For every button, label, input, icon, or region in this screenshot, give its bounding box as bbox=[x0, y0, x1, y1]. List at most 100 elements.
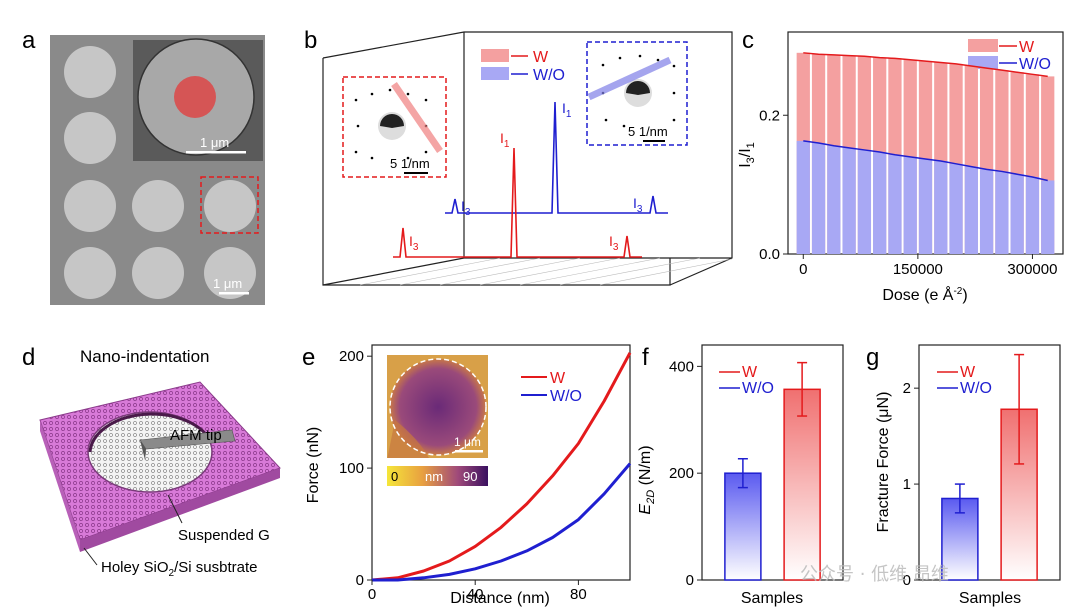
series-line-w bbox=[803, 52, 1048, 78]
legend-swatch-w bbox=[968, 39, 998, 52]
y-axis-label: E2D (N/m) bbox=[637, 445, 657, 514]
y-tick-label: 200 bbox=[669, 465, 694, 482]
legend-swatch-w bbox=[481, 49, 509, 62]
substrate-label: Holey SiO2/Si susbtrate bbox=[101, 559, 257, 579]
y-tick-label: 0.2 bbox=[759, 107, 780, 124]
panel-label-a: a bbox=[22, 27, 36, 54]
y-tick-label: 0.0 bbox=[759, 246, 780, 263]
y-tick-label: 200 bbox=[339, 348, 364, 365]
legend-swatch-wo bbox=[481, 67, 509, 80]
x-axis-label: Distance (nm) bbox=[450, 590, 550, 607]
panel-d-schematic: Nano-indentation AFM tip Suspended G Hol… bbox=[39, 347, 281, 579]
plot-frame bbox=[371, 344, 631, 581]
x-tick-label: 0 bbox=[799, 261, 807, 278]
hole bbox=[132, 180, 184, 232]
bar-wo bbox=[1025, 176, 1040, 254]
peak-label-blue-i3-right: I3 bbox=[633, 195, 643, 215]
y-tick-label: 0 bbox=[903, 572, 911, 589]
laser-spot bbox=[174, 76, 216, 118]
afm-inset: 1 μm 0 nm 90 bbox=[387, 355, 488, 486]
bar-wo bbox=[995, 171, 1009, 254]
schematic-title: Nano-indentation bbox=[80, 347, 209, 366]
bar-wo bbox=[949, 163, 963, 254]
diffraction-inset-wo: 5 1/nm bbox=[586, 41, 688, 146]
bar-wo bbox=[842, 147, 856, 254]
series-line-wo bbox=[372, 462, 632, 582]
legend-swatch-wo bbox=[968, 56, 998, 69]
bar-wo bbox=[857, 149, 872, 254]
bar-wo bbox=[796, 140, 810, 254]
bar-wo bbox=[827, 145, 841, 254]
panel-a-sem-image: 1 μm 1 μm bbox=[50, 35, 265, 305]
panel-c-chart: I3/I1 Dose (e Å-2) W W/O 0 150000 300000 0.… bbox=[737, 31, 1064, 304]
watermark: 公众号 · 低维 昂维 bbox=[800, 564, 949, 585]
spectrum-wo bbox=[445, 101, 668, 214]
series-line-w bbox=[371, 352, 632, 582]
x-tick-label: 300000 bbox=[1007, 261, 1057, 278]
bar-wo bbox=[964, 166, 978, 254]
colorbar-min: 0 bbox=[391, 469, 398, 484]
scale-label: 1 μm bbox=[213, 276, 242, 291]
x-tick-label: 0 bbox=[368, 586, 376, 603]
panel-label-c: c bbox=[742, 27, 754, 54]
legend-wo: W/O bbox=[1019, 56, 1051, 73]
y-axis-label: Force (nN) bbox=[305, 427, 322, 503]
y-tick-label: 1 bbox=[903, 476, 911, 493]
panel-label-e: e bbox=[302, 344, 315, 371]
peak-label-blue-i1: I1 bbox=[562, 100, 572, 120]
x-tick-label: 40 bbox=[467, 586, 484, 603]
y-tick-label: 100 bbox=[339, 460, 364, 477]
legend-w: W bbox=[742, 364, 758, 381]
hole bbox=[64, 46, 116, 98]
panel-label-b: b bbox=[304, 27, 317, 54]
y-tick-label: 0 bbox=[356, 572, 364, 589]
panel-e-chart: Force (nN) Distance (nm) W W/O 1 μm 0 nm… bbox=[305, 344, 632, 607]
y-tick-label: 2 bbox=[903, 380, 911, 397]
inset-scale-label: 1 μm bbox=[200, 135, 229, 150]
x-axis-label: Samples bbox=[741, 590, 803, 607]
x-axis-label: Dose (e Å-2) bbox=[882, 285, 967, 304]
bar-wo bbox=[811, 143, 826, 254]
hole bbox=[64, 112, 116, 164]
panel-g-chart: Fracture Force (μN) Samples W W/O 0 1 2 bbox=[875, 344, 1061, 607]
hole bbox=[64, 247, 116, 299]
colorbar bbox=[387, 466, 488, 486]
peak-label-red-i3-left: I3 bbox=[409, 233, 419, 253]
afm-tip-label: AFM tip bbox=[170, 427, 222, 444]
legend-wo: W/O bbox=[742, 380, 774, 397]
hole bbox=[204, 180, 256, 232]
colorbar-max: 90 bbox=[463, 469, 477, 484]
x-axis-label: Samples bbox=[959, 590, 1021, 607]
bar-w bbox=[783, 388, 821, 581]
bar-wo bbox=[888, 154, 902, 254]
bar-wo bbox=[724, 472, 762, 581]
bar-wo bbox=[1010, 174, 1024, 254]
plot-frame bbox=[701, 344, 844, 581]
hole bbox=[64, 180, 116, 232]
suspended-graphene bbox=[87, 411, 213, 493]
bar-wo bbox=[1041, 180, 1055, 254]
suspended-g-label: Suspended G bbox=[178, 527, 270, 544]
x-tick-label: 150000 bbox=[893, 261, 943, 278]
panel-label-d: d bbox=[22, 344, 35, 371]
bar-wo bbox=[903, 156, 917, 254]
hole bbox=[204, 247, 256, 299]
peak-label-red-i3-right: I3 bbox=[609, 233, 619, 253]
y-tick-label: 400 bbox=[669, 358, 694, 375]
legend-wo: W/O bbox=[550, 388, 582, 405]
hole bbox=[132, 247, 184, 299]
legend-w: W bbox=[960, 364, 976, 381]
colorbar-unit: nm bbox=[425, 469, 443, 484]
legend-w: W bbox=[1019, 39, 1035, 56]
selection-box bbox=[200, 176, 259, 234]
diffraction-scale-wo: 5 1/nm bbox=[628, 124, 668, 139]
series-line-wo bbox=[803, 140, 1048, 182]
peak-label-red-i1: I1 bbox=[500, 130, 510, 150]
x-tick-label: 80 bbox=[570, 586, 587, 603]
spectrum-w bbox=[393, 147, 642, 258]
y-axis-label: I3/I1 bbox=[737, 142, 757, 168]
peak-label-blue-i3-left: I3 bbox=[461, 198, 471, 218]
inset-scale-bar bbox=[186, 151, 246, 154]
diffraction-scale-w: 5 1/nm bbox=[390, 156, 430, 171]
